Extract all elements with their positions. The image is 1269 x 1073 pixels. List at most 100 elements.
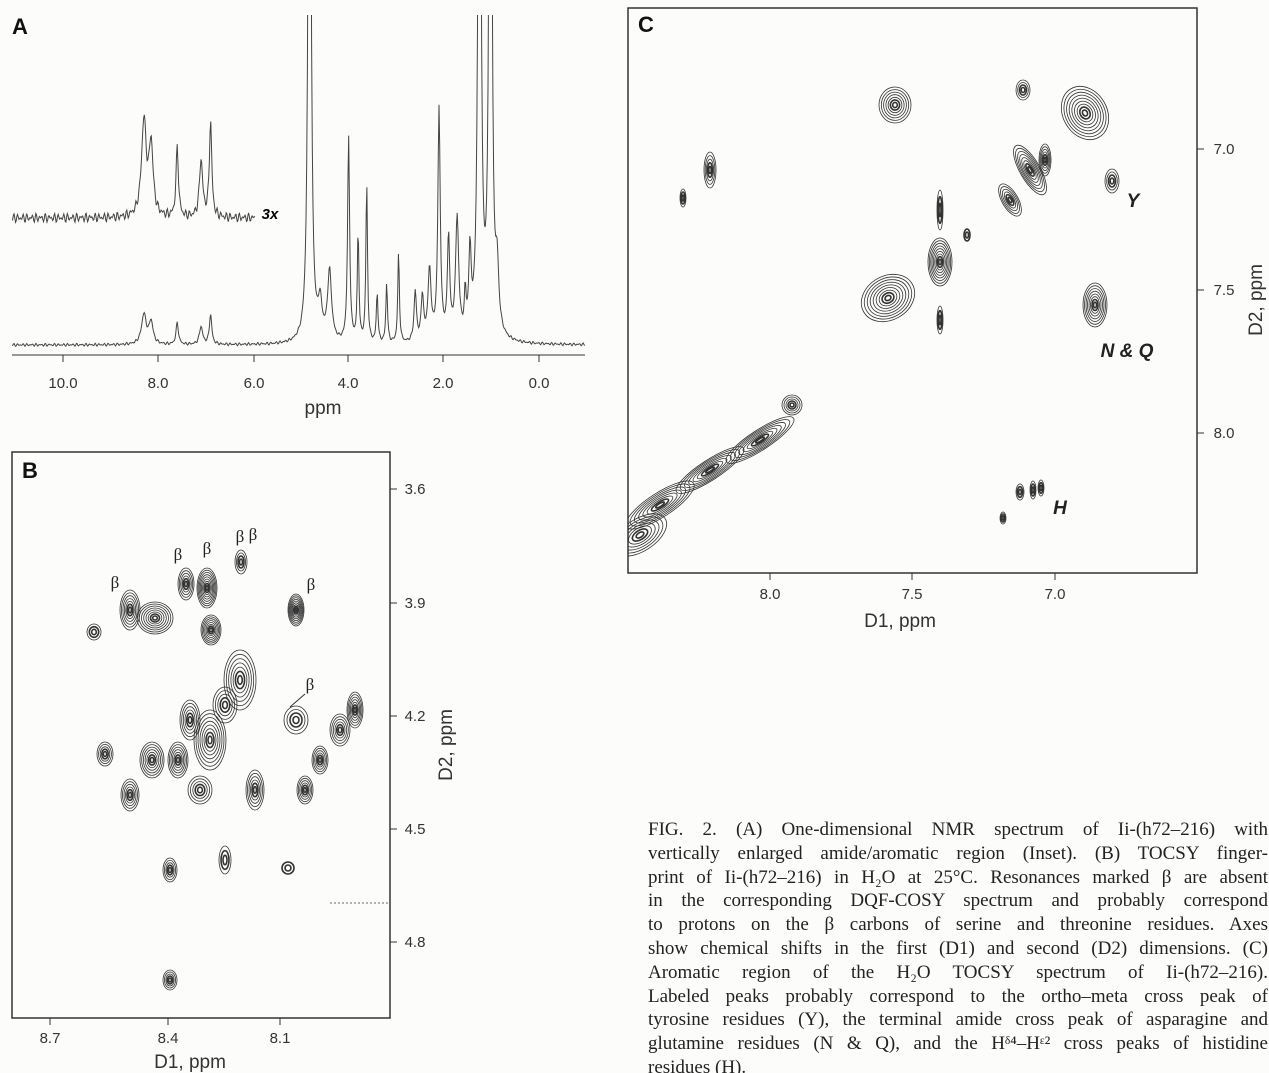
contour	[223, 649, 257, 711]
contour	[222, 854, 228, 866]
contour	[704, 466, 716, 474]
contour	[742, 427, 778, 453]
contour	[212, 686, 238, 724]
contour	[654, 501, 666, 509]
contour	[635, 531, 645, 539]
contour	[146, 751, 158, 769]
contour	[167, 866, 173, 874]
contour	[1015, 147, 1045, 193]
caption-line: print of Ii-(h72–216) in H₂O at 25°C. Re…	[648, 866, 1268, 888]
contour	[167, 741, 189, 779]
contour	[1003, 191, 1017, 209]
x-tick-label: 0.0	[529, 375, 550, 392]
contour	[139, 741, 165, 779]
contour	[332, 718, 348, 742]
contour	[1040, 148, 1050, 172]
contour	[872, 284, 904, 312]
contour	[1015, 483, 1025, 501]
contour	[934, 250, 946, 274]
inset-label: 3x	[262, 206, 279, 223]
caption: FIG. 2. (A) One-dimensional NMR spectrum…	[648, 818, 1268, 1073]
contour	[197, 717, 223, 763]
contour	[194, 783, 206, 797]
contour	[193, 709, 227, 771]
y-tick-label: 3.9	[405, 595, 426, 612]
contour	[875, 287, 901, 309]
contour	[1025, 163, 1035, 177]
contour	[232, 666, 248, 694]
contour	[930, 242, 950, 282]
contour	[291, 602, 300, 618]
contour	[177, 567, 195, 601]
contour	[248, 776, 262, 804]
contour	[126, 788, 134, 802]
contour	[887, 96, 903, 114]
contour	[628, 519, 660, 551]
contour	[1031, 486, 1035, 494]
contour	[127, 791, 133, 799]
contour	[1091, 298, 1099, 312]
contour	[225, 653, 255, 707]
contour	[199, 574, 215, 602]
contour	[234, 549, 248, 575]
contour	[696, 460, 724, 480]
y-tick-label: 8.0	[1214, 425, 1235, 442]
contour	[1017, 151, 1043, 189]
contour	[138, 603, 172, 633]
contour	[936, 189, 944, 231]
contour	[1063, 88, 1107, 138]
contour	[293, 605, 299, 615]
contour	[122, 595, 138, 625]
contour	[205, 731, 215, 749]
contour	[292, 715, 300, 725]
contour	[1038, 143, 1052, 177]
contour	[725, 416, 795, 464]
contour	[141, 744, 163, 776]
contour	[302, 786, 308, 794]
x-axis-label: D1, ppm	[154, 1052, 226, 1073]
contour	[1076, 103, 1094, 123]
caption-line: show chemical shifts in the first (D1) a…	[648, 937, 1268, 959]
contour	[628, 525, 652, 545]
contour	[234, 670, 246, 690]
contour	[964, 231, 970, 239]
contour	[679, 188, 687, 208]
contour	[1029, 480, 1037, 500]
contour	[754, 436, 766, 444]
contour	[938, 314, 942, 326]
contour	[1030, 483, 1036, 497]
contour	[878, 289, 898, 307]
contour	[245, 769, 265, 811]
contour	[214, 690, 235, 720]
contour	[935, 253, 945, 271]
contour	[189, 778, 210, 802]
contour	[123, 598, 137, 622]
contour	[1081, 109, 1089, 117]
contour	[738, 424, 782, 456]
spectrum-trace	[12, 15, 585, 347]
contour	[750, 433, 770, 447]
contour	[891, 101, 899, 109]
contour	[184, 709, 196, 731]
contour	[287, 593, 305, 627]
contour	[679, 449, 741, 491]
contour	[1002, 188, 1018, 212]
contour	[218, 845, 232, 875]
contour	[207, 735, 213, 745]
caption-line: glutamine residues (N & Q), and the Hᵟ⁴–…	[648, 1033, 1268, 1055]
contour	[174, 754, 182, 766]
contour	[251, 782, 259, 798]
contour	[151, 615, 159, 621]
contour	[315, 752, 325, 768]
peak-label: N & Q	[1101, 341, 1154, 362]
contour	[162, 857, 178, 883]
contour	[221, 700, 229, 710]
y-tick-label: 4.5	[405, 821, 426, 838]
contour	[200, 576, 213, 600]
y-tick-label: 7.5	[1214, 282, 1235, 299]
contour	[145, 609, 165, 627]
contour	[86, 623, 102, 641]
contour	[631, 528, 649, 542]
contour	[783, 396, 801, 414]
